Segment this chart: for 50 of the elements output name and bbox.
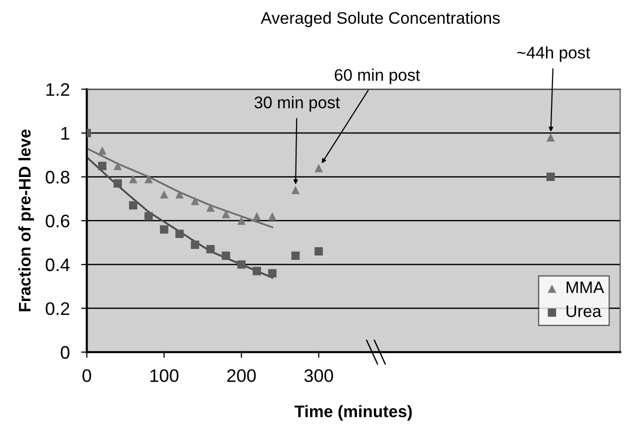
y-axis-title: Fraction of pre-HD leve	[18, 130, 34, 312]
legend-label: Urea	[566, 305, 602, 318]
point	[175, 190, 184, 199]
point	[268, 269, 276, 278]
annotation: 30 min post	[254, 96, 340, 112]
point	[144, 174, 153, 184]
legend-label: MMA	[566, 282, 604, 294]
annotation: ~44h post	[517, 46, 590, 62]
point	[314, 247, 323, 256]
x-tick-label: 300	[304, 369, 334, 382]
point	[190, 240, 200, 249]
point	[190, 196, 200, 206]
point	[546, 172, 555, 182]
annotation: 60 min post	[334, 68, 420, 84]
point	[206, 203, 215, 212]
point	[160, 225, 168, 234]
point	[268, 212, 276, 220]
point	[206, 244, 215, 254]
point	[144, 212, 153, 220]
point	[129, 201, 138, 210]
y-tick-label: 0	[60, 346, 70, 359]
y-tick-label: 0.8	[46, 170, 70, 184]
y-tick-label: 1.2	[46, 83, 70, 96]
y-tick-label: 0.4	[46, 258, 70, 272]
x-axis-title: Time (minutes)	[294, 405, 412, 421]
x-tick-label: 100	[150, 369, 178, 382]
point	[114, 179, 122, 188]
y-tick-label: 1	[61, 127, 70, 140]
point	[237, 216, 246, 225]
x-tick-label: 0	[82, 369, 92, 382]
point	[222, 252, 230, 260]
point	[314, 164, 323, 172]
point	[237, 260, 246, 269]
point	[291, 186, 300, 194]
chart-title: Averaged Solute Concentrations	[260, 12, 500, 28]
y-tick-label: 0.2	[46, 302, 70, 316]
point	[160, 190, 168, 199]
point	[291, 252, 300, 260]
point	[98, 146, 106, 155]
point	[546, 133, 555, 142]
point	[175, 230, 184, 238]
point	[252, 212, 262, 220]
line-series	[86, 147, 274, 228]
point	[98, 162, 106, 170]
x-tick-label: 200	[227, 369, 256, 382]
point	[129, 174, 138, 184]
point	[222, 210, 230, 218]
point	[114, 162, 122, 170]
y-tick-label: 0.6	[46, 214, 70, 228]
point	[252, 266, 262, 276]
